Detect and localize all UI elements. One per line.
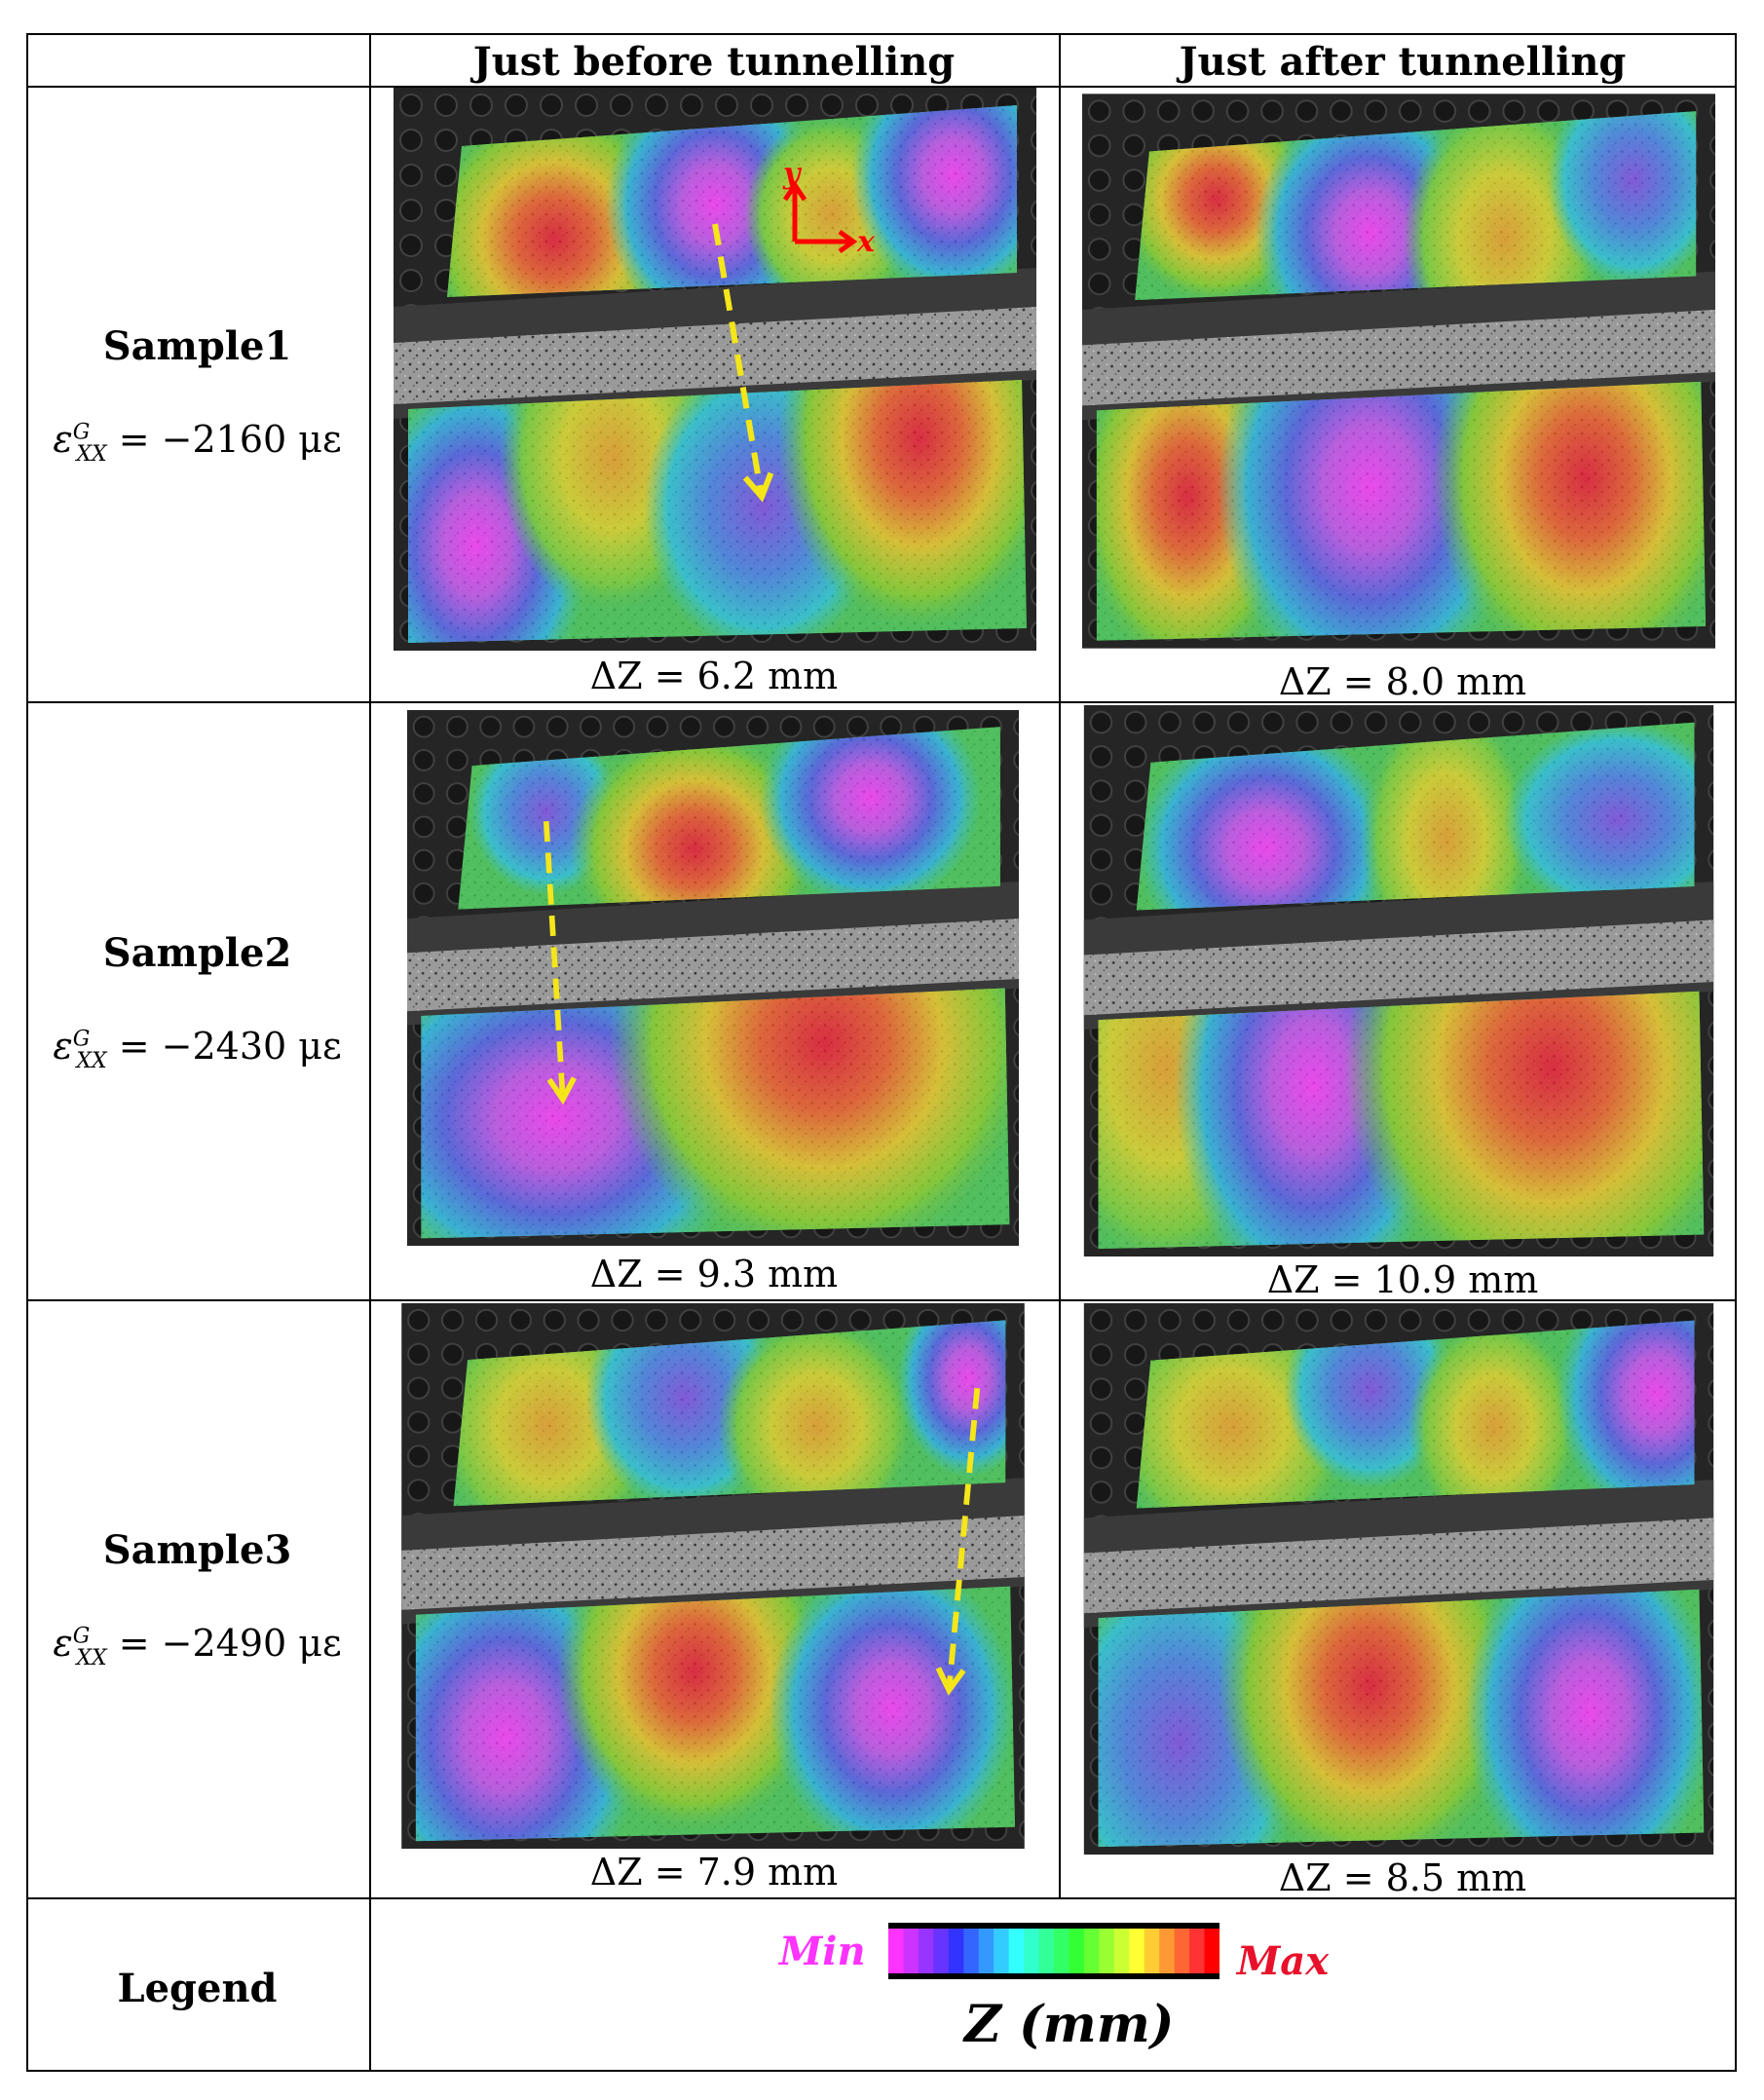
strain-symbol: ε [53,418,73,461]
strain-sub: XX [76,1645,107,1670]
x-axis-label: x [856,225,876,259]
row-divider [26,701,1737,703]
dic-image-sample3-after [1083,1303,1714,1855]
delta-z-label: ΔZ = 10.9 mm [1266,1258,1539,1301]
delta-z-label: ΔZ = 7.9 mm [589,1851,839,1894]
row-divider [26,1897,1737,1899]
delta-z-label: ΔZ = 8.0 mm [1278,660,1527,703]
delta-z-label: ΔZ = 6.2 mm [589,655,839,697]
delta-z-label: ΔZ = 9.3 mm [589,1253,839,1295]
header-after: Just after tunnelling [1179,39,1627,85]
strain-sub: XX [76,441,107,467]
strain-value: εGXX = −2490 με [29,1622,365,1670]
dic-image-sample2-after [1083,705,1714,1256]
figure-table [26,33,1737,2072]
row-divider [26,86,1737,88]
sample-name: Sample1 [102,323,292,369]
legend-max: Max [1237,1938,1330,1984]
strain-number: = −2490 με [118,1622,342,1665]
strain-sup: G [72,420,91,445]
strain-number: = −2430 με [118,1025,342,1068]
legend-min: Min [779,1929,866,1974]
strain-sub: XX [76,1048,107,1073]
strain-number: = −2160 με [118,418,342,461]
strain-value: εGXX = −2430 με [29,1025,365,1073]
dic-image-sample1-before: yx [394,88,1036,651]
sample-label: Sample1 εGXX = −2160 με [29,323,365,467]
row-divider [26,1299,1737,1301]
header-before: Just before tunnelling [472,39,956,85]
legend-colorbar [888,1923,1220,1979]
sample-label: Sample2 εGXX = −2430 με [29,930,365,1073]
strain-sup: G [72,1027,91,1052]
strain-symbol: ε [53,1025,73,1068]
strain-sup: G [72,1624,91,1649]
col-divider [1059,33,1061,1897]
sample-name: Sample3 [102,1527,292,1573]
y-axis-label: y [782,157,803,191]
delta-z-label: ΔZ = 8.5 mm [1278,1856,1527,1899]
dic-image-sample3-before [401,1303,1025,1849]
legend-axis-label: Z (mm) [964,1995,1175,2054]
strain-symbol: ε [53,1622,73,1665]
legend-label: Legend [117,1966,278,2011]
col-divider [369,33,371,2072]
sample-name: Sample2 [102,930,292,976]
dic-image-sample1-after [1082,94,1715,649]
sample-label: Sample3 εGXX = −2490 με [29,1527,365,1670]
dic-image-sample2-before [407,710,1019,1246]
strain-value: εGXX = −2160 με [29,418,365,467]
